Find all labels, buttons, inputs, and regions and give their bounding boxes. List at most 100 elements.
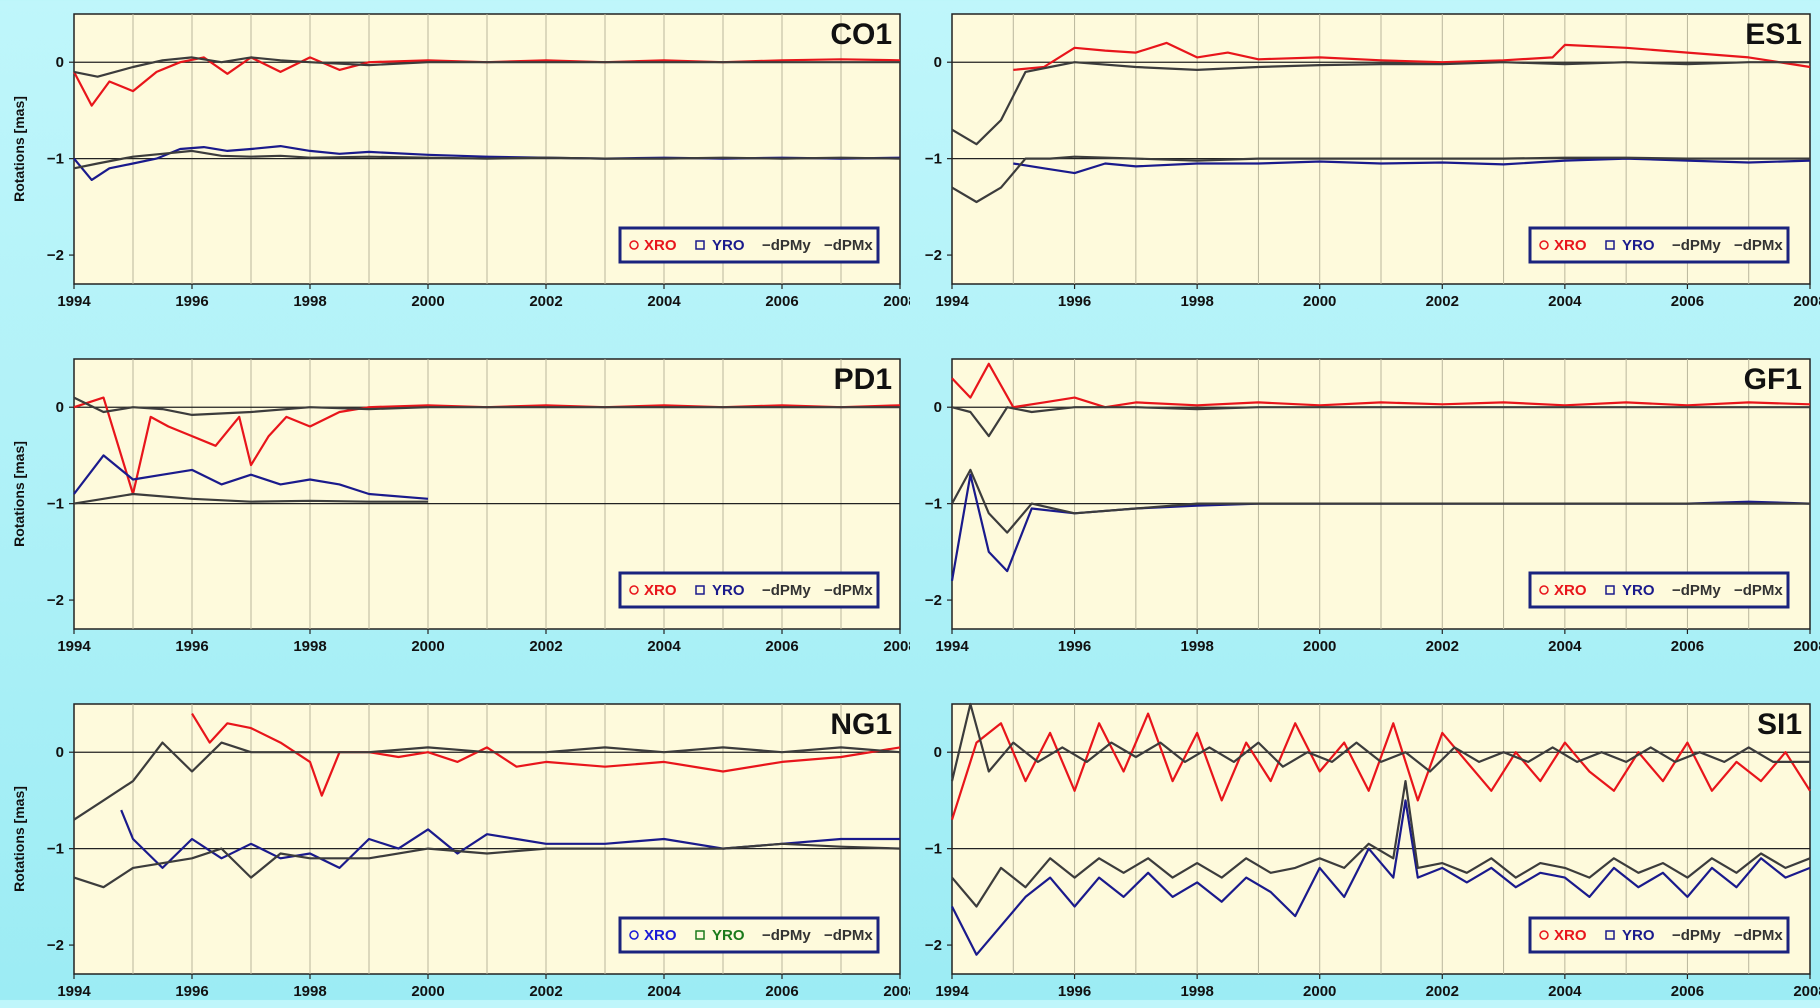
y-tick-label: 0 xyxy=(934,54,942,71)
legend-label-yro: YRO xyxy=(712,582,745,599)
panel-es1: 1994 1996 1998 2000 2002 2004 2006 2008 0 −1 −2 ES1… xyxy=(910,0,1820,318)
series-line-neg-dpmy xyxy=(951,61,1810,146)
series-line-neg-dpmy xyxy=(951,406,1810,438)
legend-label-xro: XRO xyxy=(1554,582,1587,599)
chart-ng1: 1994 1996 1998 2000 2002 2004 2006 2008 0 −1 −2 Rot… xyxy=(11,703,910,1000)
x-tick-label: 1998 xyxy=(1180,983,1213,1000)
series-line-neg-dpmx xyxy=(73,492,428,505)
x-tick-label: 1994 xyxy=(57,293,91,310)
series-line-neg-dpmx xyxy=(951,155,1810,204)
y-tick-label: 0 xyxy=(934,399,942,416)
legend-box xyxy=(1528,571,1790,609)
legend-marker-xro xyxy=(1539,240,1549,250)
chart-title: GF1 xyxy=(1744,363,1802,396)
x-tick-label: 2002 xyxy=(1426,293,1459,310)
x-tick-label: 2008 xyxy=(1793,983,1820,1000)
x-tick-label: 2006 xyxy=(765,638,798,655)
series-line-yro xyxy=(1013,157,1811,175)
x-tick-label: 2006 xyxy=(765,983,798,1000)
y-tick-label: −2 xyxy=(925,247,942,264)
y-tick-label: −1 xyxy=(47,841,64,858)
y-tick-label: −1 xyxy=(925,841,942,858)
legend-label-dpmx: −dPMx xyxy=(824,237,873,254)
legend-marker-yro xyxy=(695,240,705,250)
series-line-xro xyxy=(951,362,1811,409)
series-line-neg-dpmy xyxy=(73,741,901,821)
series-line-neg-dpmx xyxy=(73,842,901,889)
series-line-yro xyxy=(120,809,900,869)
x-tick-label: 1998 xyxy=(293,638,326,655)
x-tick-label: 2008 xyxy=(883,638,910,655)
legend-label-xro: XRO xyxy=(1554,237,1587,254)
legend-label-yro: YRO xyxy=(1622,237,1655,254)
x-tick-label: 1994 xyxy=(935,638,969,655)
series-line-xro xyxy=(191,713,901,797)
x-tick-label: 2006 xyxy=(1671,638,1704,655)
x-tick-label: 2004 xyxy=(1548,638,1582,655)
x-tick-label: 1996 xyxy=(175,293,208,310)
legend-box xyxy=(618,226,880,264)
x-tick-label: 2006 xyxy=(1671,983,1704,1000)
series-line-neg-dpmx xyxy=(951,468,1810,534)
x-tick-label: 2006 xyxy=(1671,293,1704,310)
legend-box xyxy=(1528,916,1790,954)
legend-label-dpmx: −dPMx xyxy=(824,582,873,599)
x-tick-label: 2004 xyxy=(1548,983,1582,1000)
legend-marker-xro xyxy=(629,240,639,250)
legend-marker-yro xyxy=(1605,585,1615,595)
legend-marker-yro xyxy=(695,930,705,940)
legend-label-dpmy: −dPMy xyxy=(1672,582,1721,599)
panel-si1: 1994 1996 1998 2000 2002 2004 2006 2008 0 −1 −2 SI1… xyxy=(910,690,1820,1008)
y-tick-label: 0 xyxy=(56,399,64,416)
legend-box xyxy=(1528,226,1790,264)
x-tick-label: 2004 xyxy=(647,638,681,655)
y-tick-label: −1 xyxy=(925,496,942,513)
legend-label-xro: XRO xyxy=(644,582,677,599)
legend-label-dpmx: −dPMx xyxy=(1734,237,1783,254)
legend-marker-xro xyxy=(629,585,639,595)
x-tick-label: 1994 xyxy=(935,293,969,310)
x-tick-label: 2008 xyxy=(1793,293,1820,310)
legend-marker-yro xyxy=(1605,930,1615,940)
panel-pd1: 1994 1996 1998 2000 2002 2004 2006 2008 0 −1 −2 Rot… xyxy=(0,345,910,663)
x-tick-label: 1996 xyxy=(175,983,208,1000)
legend-label-dpmy: −dPMy xyxy=(1672,237,1721,254)
legend-label-xro: XRO xyxy=(1554,927,1587,944)
y-tick-label: −1 xyxy=(925,151,942,168)
x-tick-label: 2002 xyxy=(1426,983,1459,1000)
chart-title: NG1 xyxy=(830,708,892,741)
chart-title: CO1 xyxy=(830,18,892,51)
panel-gf1: 1994 1996 1998 2000 2002 2004 2006 2008 0 −1 −2 GF1… xyxy=(910,345,1820,663)
x-tick-label: 2000 xyxy=(411,293,444,310)
x-tick-label: 1998 xyxy=(1180,293,1213,310)
x-tick-label: 2004 xyxy=(647,293,681,310)
legend-marker-xro xyxy=(629,930,639,940)
legend-box xyxy=(618,571,880,609)
chart-gf1: 1994 1996 1998 2000 2002 2004 2006 2008 0 −1 −2 GF1… xyxy=(925,358,1820,655)
legend-marker-xro xyxy=(1539,930,1549,940)
legend-marker-yro xyxy=(1605,240,1615,250)
y-axis-label: Rotations [mas] xyxy=(11,786,27,892)
chart-es1: 1994 1996 1998 2000 2002 2004 2006 2008 0 −1 −2 ES1… xyxy=(925,13,1820,310)
series-line-xro xyxy=(1013,41,1811,71)
x-tick-label: 2000 xyxy=(1303,293,1336,310)
legend-marker-yro xyxy=(695,585,705,595)
legend-label-dpmy: −dPMy xyxy=(762,927,811,944)
chart-co1: 1994 1996 1998 2000 2002 2004 2006 2008 0 −1 −2 Rot… xyxy=(11,13,910,310)
panel-co1: 1994 1996 1998 2000 2002 2004 2006 2008 0 −1 −2 Rot… xyxy=(0,0,910,318)
x-tick-label: 2000 xyxy=(1303,983,1336,1000)
x-tick-label: 2008 xyxy=(883,293,910,310)
series-line-neg-dpmx xyxy=(951,779,1811,908)
series-line-xro xyxy=(73,396,901,496)
series-line-neg-dpmy xyxy=(73,56,900,78)
series-line-neg-dpmy xyxy=(950,702,1810,782)
chart-title: SI1 xyxy=(1757,708,1802,741)
x-tick-label: 2002 xyxy=(1426,638,1459,655)
legend-label-dpmy: −dPMy xyxy=(762,582,811,599)
chart-pd1: 1994 1996 1998 2000 2002 2004 2006 2008 0 −1 −2 Rot… xyxy=(11,358,910,655)
series-line-neg-dpmx xyxy=(73,149,901,170)
chart-title: PD1 xyxy=(834,363,892,396)
legend-label-xro: XRO xyxy=(644,927,677,944)
x-tick-label: 1998 xyxy=(293,983,326,1000)
legend-label-xro: XRO xyxy=(644,237,677,254)
